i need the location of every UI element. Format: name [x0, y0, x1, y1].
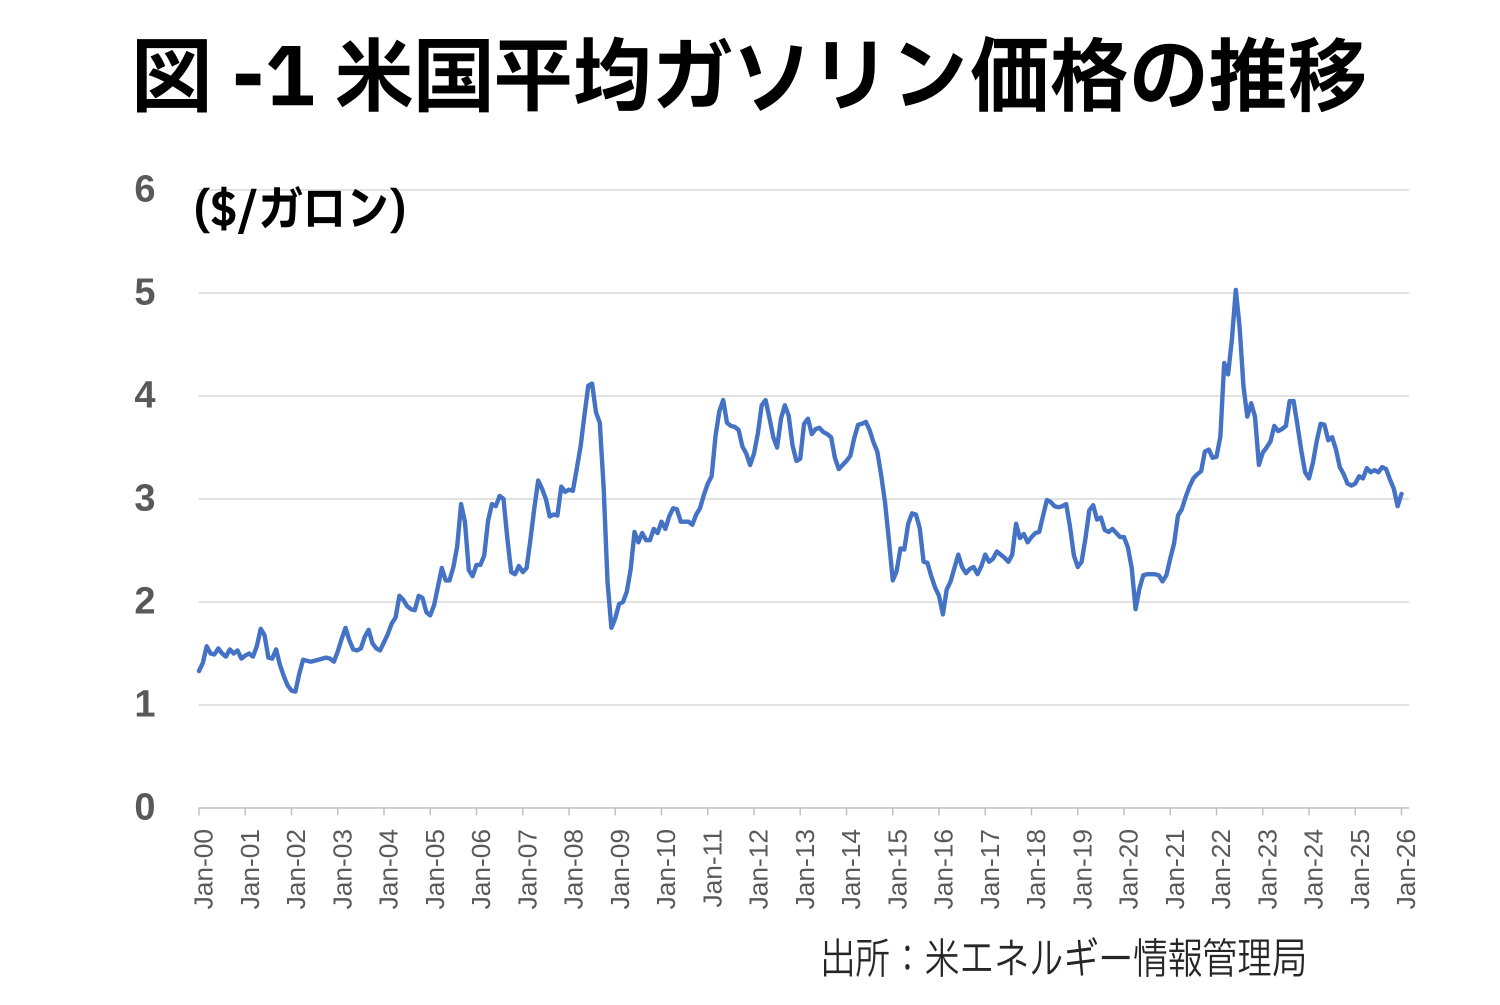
svg-text:Jan-09: Jan-09: [605, 829, 635, 909]
svg-text:Jan-01: Jan-01: [235, 829, 265, 909]
svg-text:Jan-12: Jan-12: [744, 829, 774, 909]
svg-text:Jan-22: Jan-22: [1206, 829, 1236, 909]
svg-text:Jan-17: Jan-17: [975, 829, 1005, 909]
svg-text:Jan-02: Jan-02: [281, 829, 311, 909]
svg-text:Jan-16: Jan-16: [929, 829, 959, 909]
svg-text:Jan-24: Jan-24: [1299, 829, 1329, 909]
svg-text:4: 4: [134, 375, 155, 417]
svg-text:Jan-21: Jan-21: [1160, 829, 1190, 909]
svg-text:Jan-23: Jan-23: [1253, 829, 1283, 909]
svg-text:5: 5: [134, 272, 155, 314]
svg-text:Jan-05: Jan-05: [420, 829, 450, 909]
svg-text:Jan-25: Jan-25: [1345, 829, 1375, 909]
svg-text:Jan-06: Jan-06: [466, 829, 496, 909]
svg-text:1: 1: [134, 684, 155, 726]
svg-text:Jan-00: Jan-00: [189, 829, 219, 909]
svg-text:3: 3: [134, 478, 155, 520]
svg-text:Jan-26: Jan-26: [1391, 829, 1421, 909]
svg-text:Jan-04: Jan-04: [374, 829, 404, 909]
svg-text:Jan-08: Jan-08: [559, 829, 589, 909]
svg-text:Jan-10: Jan-10: [651, 829, 681, 909]
svg-text:Jan-07: Jan-07: [513, 829, 543, 909]
svg-text:Jan-20: Jan-20: [1114, 829, 1144, 909]
svg-text:Jan-14: Jan-14: [836, 829, 866, 909]
svg-text:Jan-13: Jan-13: [790, 829, 820, 909]
svg-text:Jan-03: Jan-03: [327, 829, 357, 909]
svg-text:Jan-19: Jan-19: [1068, 829, 1098, 909]
svg-text:Jan-11: Jan-11: [698, 829, 728, 907]
svg-text:Jan-15: Jan-15: [883, 829, 913, 909]
svg-text:0: 0: [134, 787, 155, 829]
svg-text:6: 6: [134, 169, 155, 211]
svg-text:2: 2: [134, 581, 155, 623]
svg-text:Jan-18: Jan-18: [1021, 829, 1051, 909]
